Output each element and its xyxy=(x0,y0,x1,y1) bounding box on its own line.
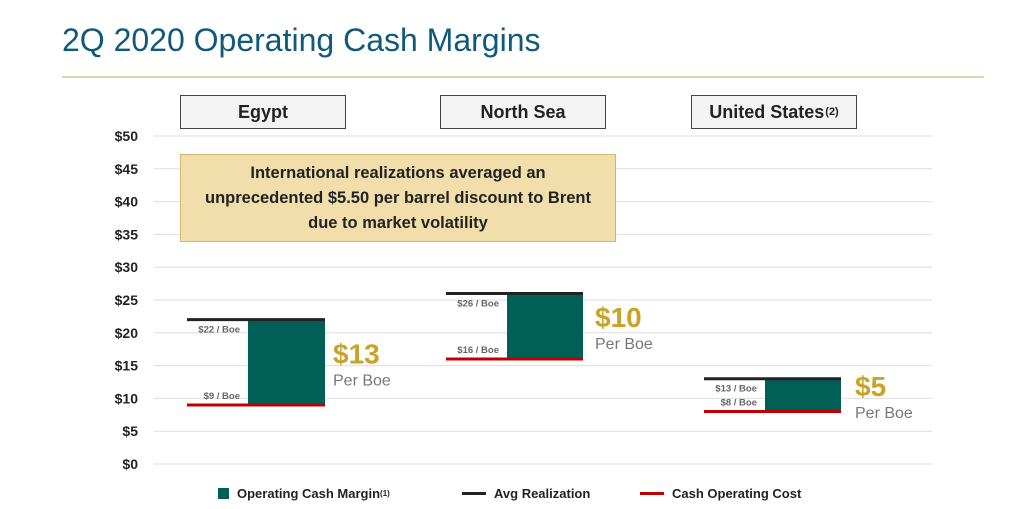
legend-swatch-margin xyxy=(218,488,229,499)
margin-value-label: $5 xyxy=(855,371,886,402)
realization-data-label: $13 / Boe xyxy=(715,384,757,395)
realization-data-label: $22 / Boe xyxy=(198,325,240,336)
y-tick-label: $5 xyxy=(122,423,138,439)
margin-unit-label: Per Boe xyxy=(855,405,913,422)
y-tick-label: $0 xyxy=(122,456,138,472)
region-label-north-sea: North Sea xyxy=(440,95,606,129)
region-label-united-states: United States (2) xyxy=(691,95,857,129)
legend-item-realization: Avg Realization xyxy=(462,486,590,501)
title-divider xyxy=(62,76,984,78)
legend-label: Cash Operating Cost xyxy=(672,486,802,501)
margin-bar xyxy=(507,293,583,360)
y-tick-label: $30 xyxy=(115,259,139,275)
legend-swatch-cost xyxy=(640,492,664,495)
margin-value-label: $13 xyxy=(333,338,380,369)
region-label-text: Egypt xyxy=(237,101,288,122)
legend-item-margin: Operating Cash Margin (1) xyxy=(218,486,390,501)
region-label-text: North Sea xyxy=(480,101,566,122)
callout-box: International realizations averaged an u… xyxy=(180,154,616,242)
margin-bar xyxy=(765,378,841,412)
y-tick-label: $40 xyxy=(115,194,139,210)
margin-value-label: $10 xyxy=(595,302,642,333)
y-tick-label: $10 xyxy=(115,390,139,406)
cost-data-label: $8 / Boe xyxy=(721,398,757,409)
footnote-marker: (2) xyxy=(825,106,839,118)
region-label-egypt: Egypt xyxy=(180,95,346,129)
margin-unit-label: Per Boe xyxy=(333,372,391,389)
region-label-text: United States xyxy=(709,101,825,122)
legend-label: Avg Realization xyxy=(494,486,591,501)
y-tick-label: $45 xyxy=(115,161,139,177)
legend-swatch-realization xyxy=(462,492,486,495)
y-tick-label: $15 xyxy=(115,358,139,374)
realization-data-label: $26 / Boe xyxy=(457,298,499,309)
legend-item-cost: Cash Operating Cost xyxy=(640,486,801,501)
cost-data-label: $9 / Boe xyxy=(204,391,240,402)
margin-bar xyxy=(248,319,325,405)
page-title: 2Q 2020 Operating Cash Margins xyxy=(62,22,541,58)
y-tick-label: $20 xyxy=(115,325,139,341)
y-tick-label: $25 xyxy=(115,292,139,308)
y-tick-label: $35 xyxy=(115,226,139,242)
y-tick-label: $50 xyxy=(115,128,139,144)
footnote-marker: (1) xyxy=(380,489,390,498)
cost-data-label: $16 / Boe xyxy=(457,345,499,356)
legend-label: Operating Cash Margin xyxy=(237,486,381,501)
margin-unit-label: Per Boe xyxy=(595,336,653,353)
